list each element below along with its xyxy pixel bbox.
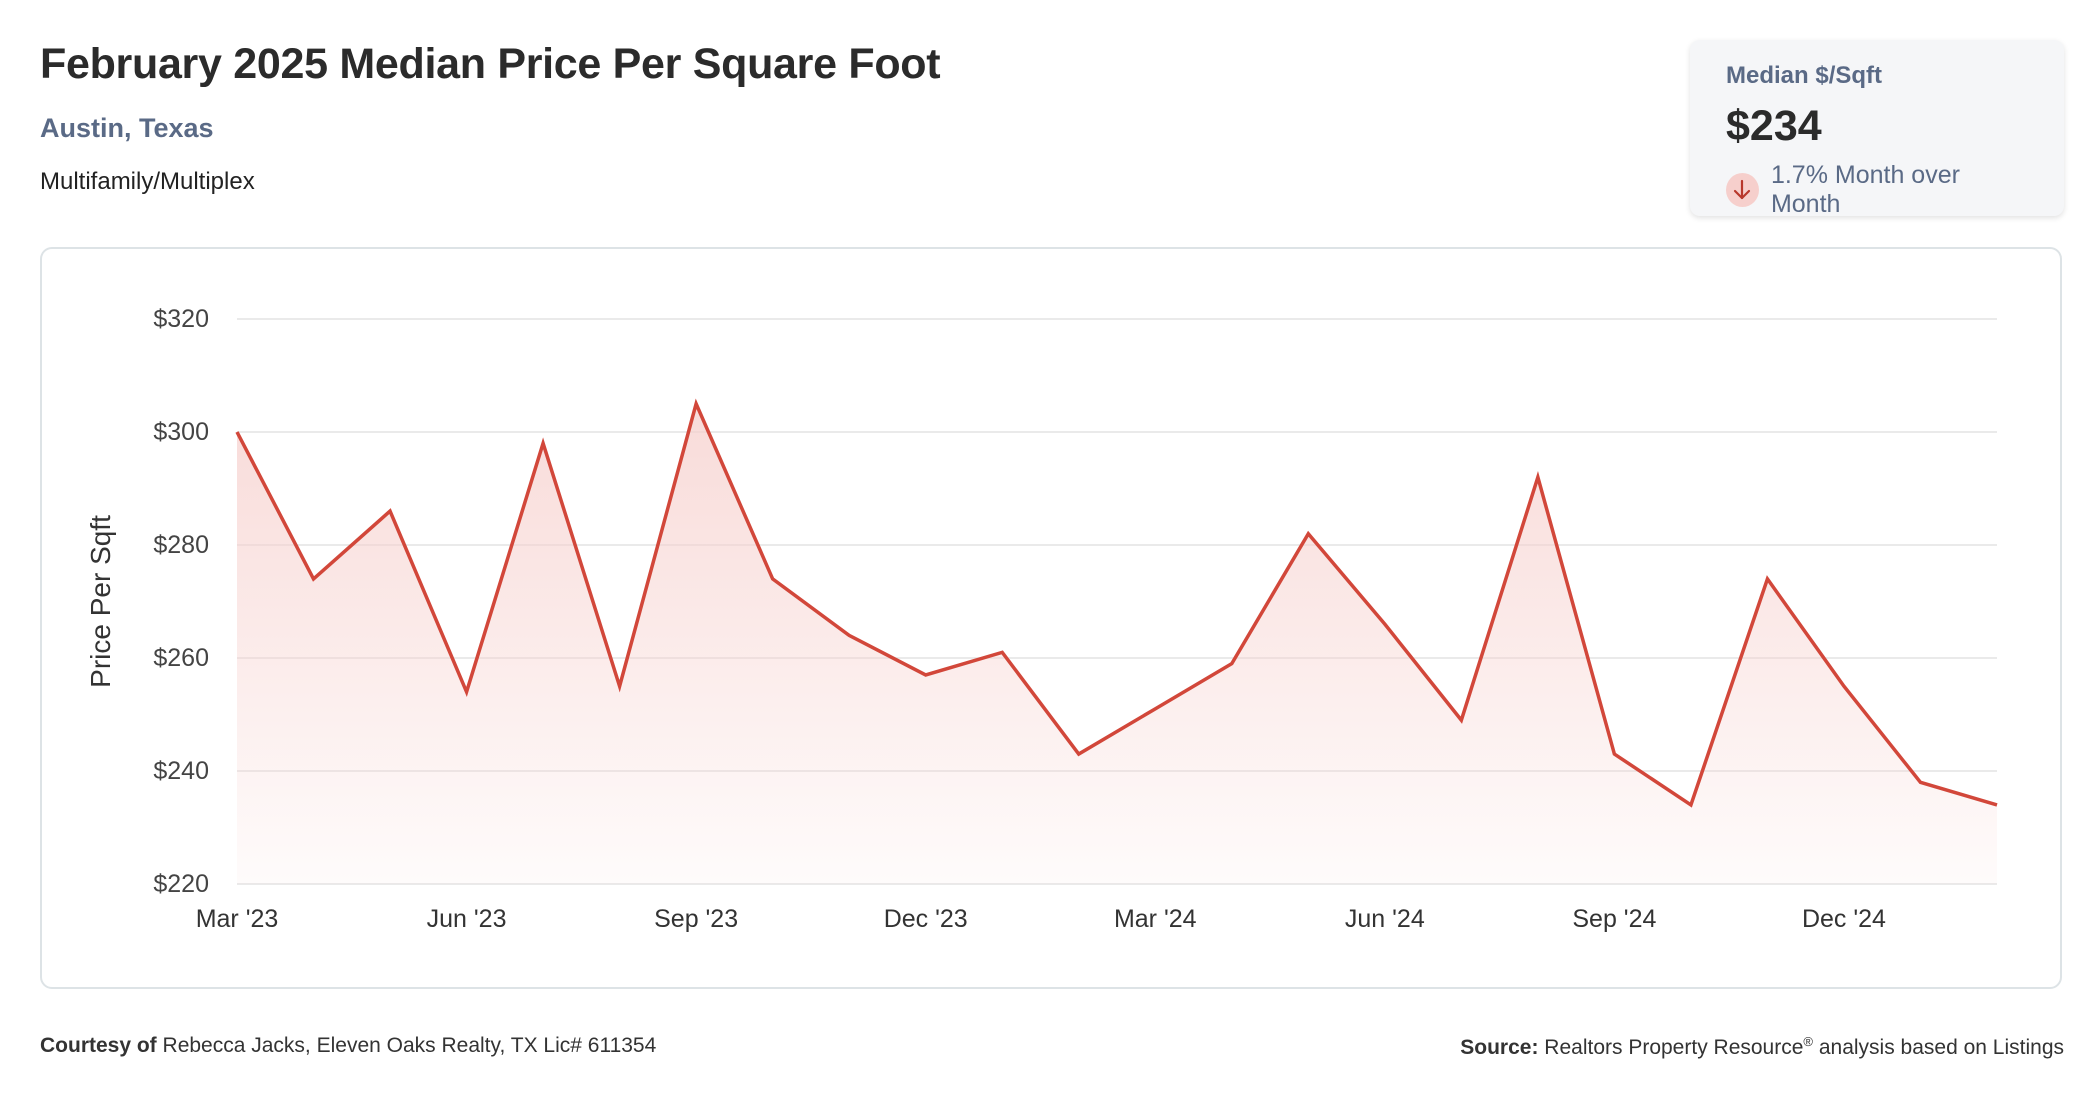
x-tick-label: Dec '24 xyxy=(1802,905,1886,933)
chart-header: February 2025 Median Price Per Square Fo… xyxy=(40,40,941,196)
x-tick-label: Jun '23 xyxy=(427,905,507,933)
median-stat-card: Median $/Sqft $234 1.7% Month over Month xyxy=(1690,40,2064,219)
x-tick-label: Sep '23 xyxy=(654,905,738,933)
data-point xyxy=(541,441,545,445)
data-point xyxy=(235,430,239,434)
data-point xyxy=(1995,803,1999,807)
data-point xyxy=(1383,622,1387,626)
property-type-label: Multifamily/Multiplex xyxy=(40,168,255,195)
source-suffix: analysis based on Listings xyxy=(1818,1036,2064,1059)
data-point xyxy=(618,684,622,688)
x-tick-label: Dec '23 xyxy=(884,905,968,933)
data-point xyxy=(847,633,851,637)
data-point xyxy=(771,577,775,581)
courtesy-text: Rebecca Jacks, Eleven Oaks Realty, TX Li… xyxy=(162,1034,657,1057)
x-tick-label: Sep '24 xyxy=(1572,905,1656,933)
data-point xyxy=(465,690,469,694)
registered-mark: ® xyxy=(1803,1034,1813,1049)
arrow-down-icon xyxy=(1726,173,1759,207)
source-text: Realtors Property Resource xyxy=(1544,1036,1804,1059)
stat-label: Median $/Sqft xyxy=(1726,62,1883,89)
stat-change-text: 1.7% Month over Month xyxy=(1770,161,1960,218)
data-point xyxy=(1842,684,1846,688)
data-point xyxy=(1153,707,1157,711)
data-point xyxy=(1765,577,1769,581)
data-point xyxy=(924,673,928,677)
y-tick-label: $280 xyxy=(153,531,209,559)
courtesy-label: Courtesy of xyxy=(40,1034,157,1057)
data-point xyxy=(312,577,316,581)
data-point xyxy=(1536,475,1540,479)
data-point xyxy=(1612,752,1616,756)
courtesy-footer: Courtesy of Rebecca Jacks, Eleven Oaks R… xyxy=(40,1034,656,1058)
y-tick-label: $220 xyxy=(153,870,209,898)
data-point xyxy=(388,509,392,513)
stat-change: 1.7% Month over Month xyxy=(1726,161,2028,219)
source-footer: Source: Realtors Property Resource® anal… xyxy=(1460,1034,2064,1060)
area-fill xyxy=(237,403,1997,884)
x-tick-label: Mar '24 xyxy=(1114,905,1197,933)
stat-value: $234 xyxy=(1726,102,1822,150)
location-label: Austin, Texas xyxy=(40,113,214,143)
price-chart: $220 $240 $260 $280 $300 $320 Mar '23 Jun '23 Se… xyxy=(85,305,1999,933)
data-point xyxy=(694,402,698,406)
data-point xyxy=(1459,718,1463,722)
y-tick-label: $320 xyxy=(153,305,209,333)
y-tick-label: $260 xyxy=(153,644,209,672)
series-line xyxy=(235,398,1998,808)
x-tick-label: Mar '23 xyxy=(196,905,279,933)
y-tick-label: $300 xyxy=(153,418,209,446)
x-tick-label: Jun '24 xyxy=(1345,905,1425,933)
chart-panel: $220 $240 $260 $280 $300 $320 Mar '23 Jun '23 Se… xyxy=(40,247,2062,989)
data-point xyxy=(1689,803,1693,807)
y-axis-label: Price Per Sqft xyxy=(85,515,116,688)
data-point xyxy=(1918,780,1922,784)
data-point xyxy=(1077,752,1081,756)
data-point xyxy=(1306,532,1310,536)
data-point xyxy=(1230,662,1234,666)
page-title: February 2025 Median Price Per Square Fo… xyxy=(40,40,941,88)
data-point xyxy=(1000,650,1004,654)
source-label: Source: xyxy=(1460,1036,1539,1059)
y-tick-label: $240 xyxy=(153,757,209,785)
